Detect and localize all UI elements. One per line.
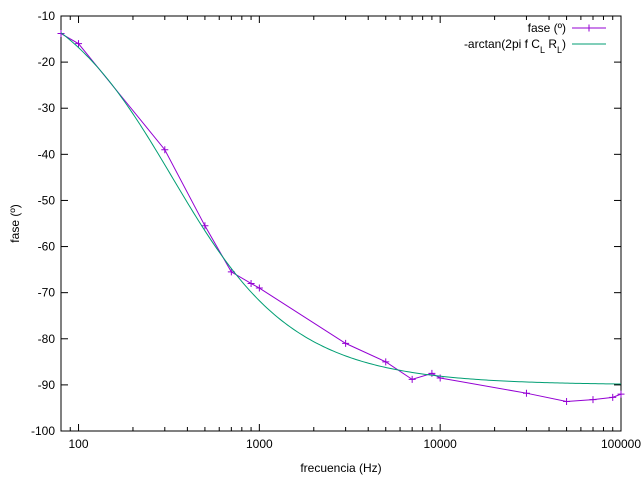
data-point-measured [161,146,169,154]
legend-theory-suffix: ) [562,37,566,51]
legend-label-measured: fase (º) [528,21,566,35]
y-tick-label: -80 [38,332,56,346]
data-point-measured [617,390,625,398]
series-group [57,30,625,405]
y-tick-label: -70 [38,286,56,300]
y-tick-label: -30 [38,101,56,115]
x-tick-label: 10000 [423,437,457,451]
data-point-measured [57,30,65,38]
data-point-measured [408,375,416,383]
x-axis-label: frecuencia (Hz) [300,461,381,475]
legend-theory-middle: R [545,37,557,51]
y-tick-label: -50 [38,193,56,207]
x-tick-label: 100000 [601,437,641,451]
y-axis-label: fase (º) [8,204,22,242]
x-tick-label: 100 [69,437,89,451]
y-tick-label: -100 [31,424,55,438]
data-point-measured [436,374,444,382]
legend-label-theory: -arctan(2pi f CL RL) [464,37,566,55]
axes-group: -10 -20 -30 -40 -50 -60 -70 -80 -90 -100 100 1000 10… [31,9,641,451]
legend-marker-measured [585,24,593,32]
x-tick-label: 1000 [246,437,273,451]
y-tick-label: -20 [38,55,56,69]
data-point-measured [609,393,617,401]
data-point-measured [563,397,571,405]
y-tick-label: -90 [38,378,56,392]
plot-frame [60,15,622,432]
y-tick-label: -60 [38,240,56,254]
data-point-measured [201,222,209,230]
y-tick-label: -40 [38,147,56,161]
legend-theory-prefix: -arctan(2pi f C [464,37,540,51]
legend-theory-sub2: L [557,45,562,55]
plot-area [60,15,622,432]
legend-theory-sub1: L [540,45,545,55]
data-point-measured [589,396,597,404]
series-line-theory [60,32,622,385]
data-point-measured [255,284,263,292]
data-point-measured [382,358,390,366]
data-point-measured [247,279,255,287]
legend: fase (º) -arctan(2pi f CL RL) [464,21,606,55]
data-point-measured [342,339,350,347]
data-point-measured [75,40,83,48]
y-tick-label: -10 [38,9,56,23]
data-point-measured [522,389,530,397]
